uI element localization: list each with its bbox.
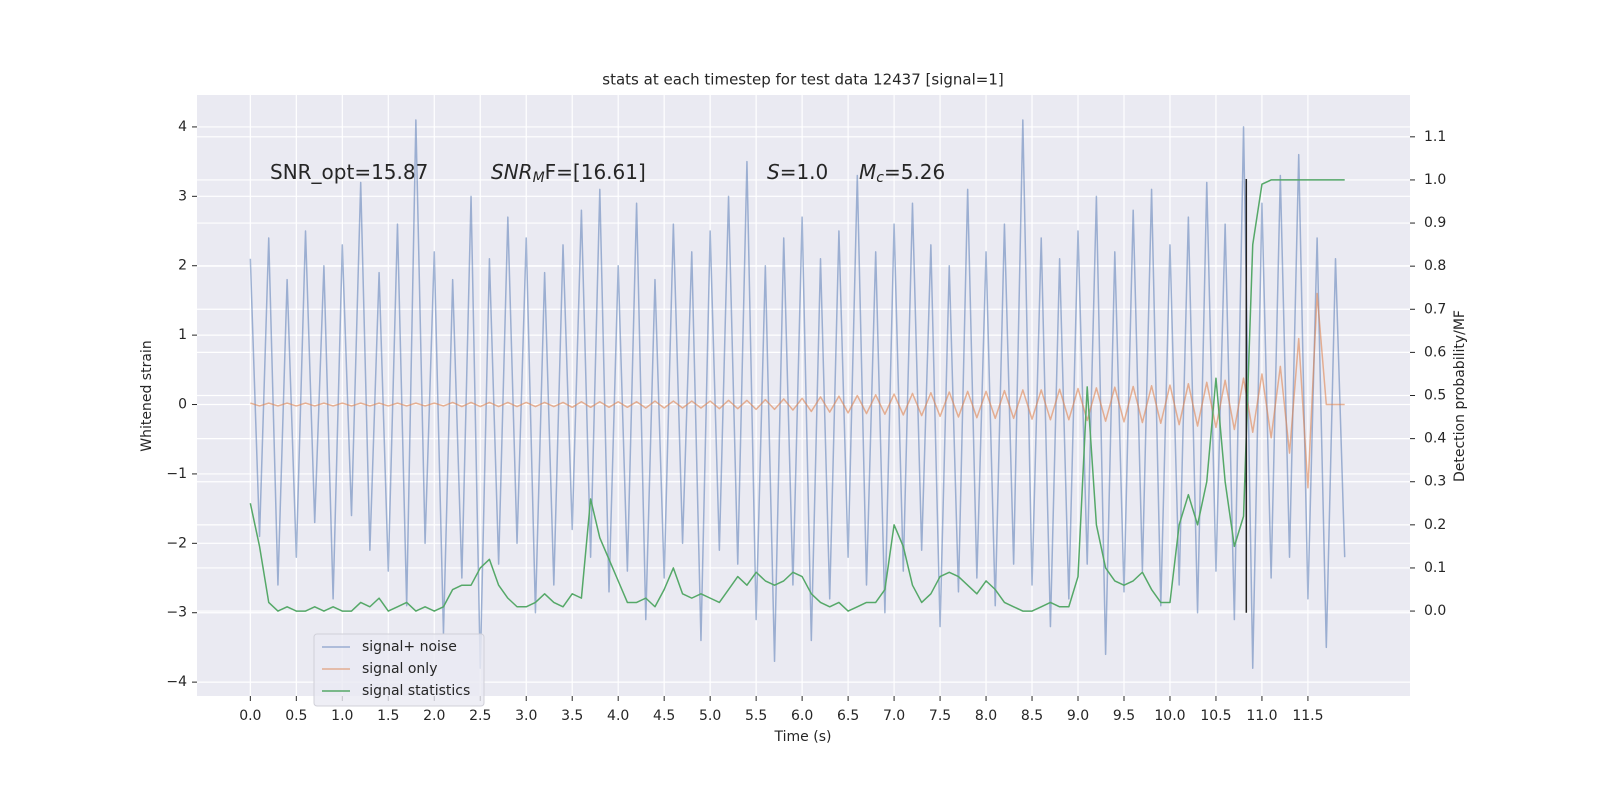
legend-label: signal+ noise xyxy=(362,639,457,655)
x-tick-label: 8.0 xyxy=(975,708,997,724)
series-line xyxy=(250,292,1345,489)
y2-tick-label: 0.0 xyxy=(1424,603,1446,619)
x-tick-label: 10.5 xyxy=(1200,708,1231,724)
x-tick-label: 3.0 xyxy=(515,708,537,724)
annotation-part: SNR_opt=15.87 xyxy=(270,160,428,184)
y2-tick-label: 0.6 xyxy=(1424,344,1446,360)
grid xyxy=(197,95,1410,696)
annotation-part: SNR xyxy=(491,160,533,184)
x-tick-label: 8.5 xyxy=(1021,708,1043,724)
y2-tick-label: 0.7 xyxy=(1424,301,1446,317)
x-tick-label: 7.0 xyxy=(883,708,905,724)
x-tick-label: 6.5 xyxy=(837,708,859,724)
x-tick-label: 10.0 xyxy=(1154,708,1185,724)
annotation-part: =1.0 xyxy=(780,160,829,184)
x-tick-label: 0.0 xyxy=(239,708,261,724)
annotation: SNRMF=[16.61] xyxy=(491,160,646,187)
y-tick-label: 1 xyxy=(178,327,187,343)
annotation: S=1.0 xyxy=(767,160,828,184)
y-tick-label: −4 xyxy=(166,674,187,690)
y2-tick-label: 0.2 xyxy=(1424,517,1446,533)
legend: signal+ noise signal only signal statistic… xyxy=(313,633,485,707)
x-tick-label: 1.5 xyxy=(377,708,399,724)
x-tick-label: 1.0 xyxy=(331,708,353,724)
x-tick-label: 0.5 xyxy=(285,708,307,724)
x-tick-label: 4.5 xyxy=(653,708,675,724)
y2-axis-label: Detection probability/MF xyxy=(1452,310,1468,482)
annotation-part: M xyxy=(859,160,876,184)
x-tick-label: 11.0 xyxy=(1246,708,1277,724)
y-tick-label: −3 xyxy=(166,605,187,621)
annotation: SNR_opt=15.87 xyxy=(270,160,428,184)
x-tick-label: 9.5 xyxy=(1113,708,1135,724)
annotation: Mc=5.26 xyxy=(859,160,945,187)
y2-tick-label: 1.0 xyxy=(1424,172,1446,188)
data xyxy=(249,119,1346,669)
annotation-part: M xyxy=(533,170,545,186)
y2-tick-label: 0.3 xyxy=(1424,474,1446,490)
x-tick-label: 7.5 xyxy=(929,708,951,724)
x-tick-label: 5.0 xyxy=(699,708,721,724)
y2-tick-label: 1.1 xyxy=(1424,129,1446,145)
x-tick-label: 11.5 xyxy=(1292,708,1323,724)
legend-label: signal only xyxy=(362,661,437,677)
annotation-part: S xyxy=(767,160,780,184)
y-tick-label: −2 xyxy=(166,535,187,551)
y-tick-label: 2 xyxy=(178,258,187,274)
x-tick-label: 3.5 xyxy=(561,708,583,724)
x-tick-label: 2.5 xyxy=(469,708,491,724)
y2-tick-label: 0.4 xyxy=(1424,431,1446,447)
annotation-part: c xyxy=(876,170,884,186)
y-tick-label: −1 xyxy=(166,466,187,482)
y-tick-label: 3 xyxy=(178,188,187,204)
legend-label: signal statistics xyxy=(362,683,470,699)
series-line xyxy=(249,179,1345,612)
y2-tick-label: 0.5 xyxy=(1424,388,1446,404)
series-line xyxy=(249,119,1346,669)
x-tick-label: 5.5 xyxy=(745,708,767,724)
legend-box xyxy=(313,633,485,707)
y-tick-label: 4 xyxy=(178,119,187,135)
x-tick-label: 9.0 xyxy=(1067,708,1089,724)
annotation-part: =5.26 xyxy=(884,160,945,184)
y2-tick-label: 0.1 xyxy=(1424,560,1446,576)
ticks: 0.0 0.5 1.0 1.5 2.0 2.5 3.0 3.5 4.0 4.5 5.0 5.5 6.0 6… xyxy=(166,119,1446,724)
y2-tick-label: 0.9 xyxy=(1424,215,1446,231)
x-tick-label: 4.0 xyxy=(607,708,629,724)
y-axis-label: Whitened strain xyxy=(139,340,155,451)
y2-tick-label: 0.8 xyxy=(1424,258,1446,274)
y-tick-label: 0 xyxy=(178,397,187,413)
annotation-part: F=[16.61] xyxy=(545,160,646,184)
x-tick-label: 6.0 xyxy=(791,708,813,724)
annotations: SNR_opt=15.87 SNRMF=[16.61] S=1.0 Mc=5.26 xyxy=(270,160,945,187)
x-axis-label: Time (s) xyxy=(774,729,832,745)
chart-title: stats at each timestep for test data 124… xyxy=(602,71,1003,89)
x-tick-label: 2.0 xyxy=(423,708,445,724)
